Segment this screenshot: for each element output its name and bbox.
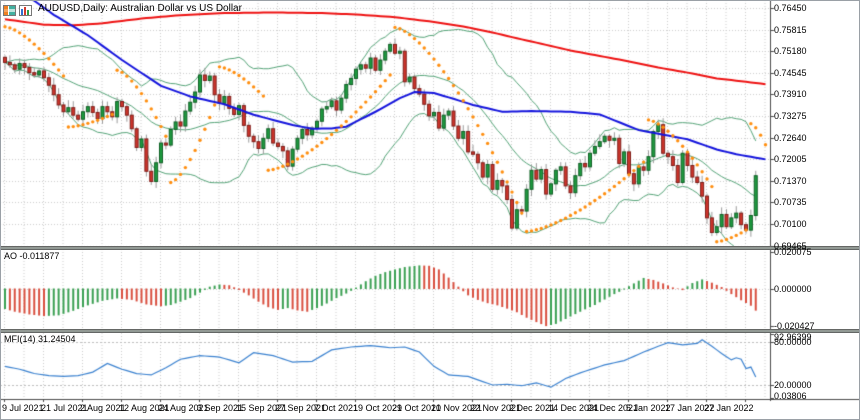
date-label: 12 Aug 2021 [119, 403, 170, 413]
ao-indicator-label: AO -0.011877 [4, 251, 60, 261]
date-label: 22 Nov 2021 [470, 403, 522, 413]
date-label: 5 Jan 2022 [626, 403, 671, 413]
price-axis-label: 0.70735 [774, 197, 807, 207]
price-axis-label: 0.69465 [774, 241, 807, 251]
price-axis-label: 0.76450 [774, 3, 807, 13]
panel-splitter-ao[interactable] [0, 246, 860, 250]
date-label: 29 Oct 2021 [392, 403, 442, 413]
mfi-scale-label: 80.00000 [774, 337, 812, 347]
price-axis-label: 0.72640 [774, 133, 807, 143]
date-label: 14 Dec 2021 [548, 403, 600, 413]
mfi-scale-label: 0.03806 [774, 391, 807, 401]
date-label: 19 Oct 2021 [353, 403, 403, 413]
price-axis-label: 0.74545 [774, 68, 807, 78]
price-axis-label: 0.72005 [774, 154, 807, 164]
date-label: 17 Jan 2022 [665, 403, 715, 413]
price-axis-label: 0.75815 [774, 25, 807, 35]
mfi-indicator-label: MFI(14) 31.24504 [4, 334, 76, 344]
mfi-scale-label: 92.96399 [774, 332, 812, 342]
date-label: 2 Aug 2021 [80, 403, 126, 413]
depth-of-market-icon[interactable] [3, 3, 16, 16]
date-label: 24 Aug 2021 [158, 403, 209, 413]
date-label: 7 Oct 2021 [314, 403, 359, 413]
quick-trade-icon[interactable] [19, 3, 32, 16]
date-label: 15 Sep 2021 [236, 403, 288, 413]
date-label: 2 Dec 2021 [509, 403, 556, 413]
price-axis-label: 0.71370 [774, 176, 807, 186]
date-label: 24 Dec 2021 [587, 403, 639, 413]
date-label: 10 Nov 2021 [431, 403, 483, 413]
date-label: 21 Jul 2021 [41, 403, 88, 413]
date-label: 27 Sep 2021 [275, 403, 327, 413]
date-label: 3 Sep 2021 [197, 403, 244, 413]
chart-title: AUDUSD,Daily: Australian Dollar vs US Do… [38, 3, 242, 14]
price-axis-label: 0.75180 [774, 46, 807, 56]
price-axis-label: 0.70100 [774, 219, 807, 229]
date-label: 27 Jan 2022 [704, 403, 754, 413]
ao-scale-label: 0.020075 [774, 247, 812, 257]
chart-header: AUDUSD,Daily: Australian Dollar vs US Do… [3, 3, 242, 16]
ao-scale-label: -0.020427 [774, 321, 815, 331]
date-label: 9 Jul 2021 [2, 403, 44, 413]
price-axis-label: 0.73275 [774, 111, 807, 121]
mfi-scale-label: 20.00000 [774, 380, 812, 390]
price-axis-label: 0.73910 [774, 89, 807, 99]
panel-splitter-mfi[interactable] [0, 329, 860, 333]
ao-scale-label: 0.000000 [774, 284, 812, 294]
